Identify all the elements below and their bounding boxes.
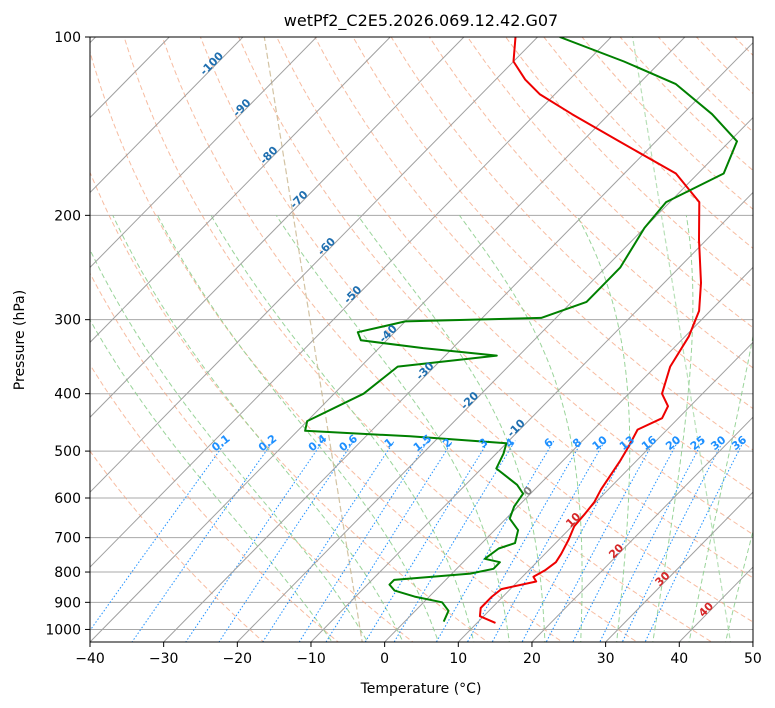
isotherm-line [236, 116, 753, 642]
dry-adiabat-line [467, 37, 753, 329]
mixing-ratio-line [491, 440, 606, 642]
x-tick-label: −10 [296, 651, 326, 667]
isotherm-line [310, 191, 753, 642]
auxiliary-curve-line [632, 37, 732, 642]
temperature-line [478, 37, 702, 624]
sounding-series [304, 37, 738, 624]
auxiliary-curve-line [263, 37, 363, 642]
chart-title: wetPf2_C2E5.2026.069.12.42.G07 [284, 11, 558, 31]
isotherm-line [90, 37, 318, 269]
isotherm-line [90, 37, 465, 418]
y-tick-label: 200 [54, 208, 81, 224]
x-tick-label: 0 [380, 651, 389, 667]
moist-adiabat-line [210, 215, 475, 642]
plot-frame [89, 36, 754, 643]
mixing-ratio-line [435, 440, 555, 642]
y-axis: 100 200 300 400 500 600 700 800 900 1000 [45, 30, 90, 638]
mixing-ratio-line [621, 440, 724, 642]
dewpoint-line [304, 37, 738, 623]
mixing-ratio-line [364, 440, 490, 642]
dry-adiabat-line [90, 363, 339, 642]
x-tick-label: 40 [670, 651, 688, 667]
mixing-ratio-line [644, 440, 745, 642]
isotherm-line [90, 37, 686, 642]
y-axis-title: Pressure (hPa) [12, 290, 28, 390]
dry-adiabat-line [123, 37, 638, 642]
mixing-ratio-line [545, 440, 655, 642]
mixing-ratio-line [218, 440, 355, 642]
y-tick-label: 300 [54, 313, 81, 329]
y-tick-label: 100 [54, 30, 81, 46]
x-axis-title: Temperature (°C) [360, 681, 482, 697]
x-tick-label: −40 [75, 651, 105, 667]
x-tick-label: 50 [744, 651, 762, 667]
plot-area [90, 37, 753, 642]
x-tick-label: 20 [523, 651, 541, 667]
x-tick-label: −20 [223, 651, 253, 667]
isotherm-line [162, 41, 753, 642]
dry-adiabat-line [276, 37, 753, 536]
isotherm-gridlines [90, 37, 753, 642]
mixing-ratio-line [572, 440, 679, 642]
isotherm-line [457, 341, 753, 642]
mixing-ratio-line [90, 440, 228, 632]
dry-adiabats [90, 37, 753, 642]
moist-adiabat-line [458, 215, 583, 642]
x-tick-label: −30 [149, 651, 179, 667]
dry-adiabat-line [90, 171, 489, 642]
y-tick-label: 800 [54, 565, 81, 581]
y-tick-label: 900 [54, 595, 81, 611]
dry-adiabat-line [238, 37, 753, 579]
dry-adiabat-line [90, 272, 414, 642]
dry-adiabat-line [390, 37, 753, 410]
isotherm-line [383, 266, 753, 642]
x-axis: −40 −30 −20 −10 0 10 20 30 40 50 [75, 642, 762, 667]
dry-adiabat-line [199, 37, 753, 623]
moist-adiabat-line [652, 215, 694, 642]
isotherm-line [531, 416, 753, 642]
isotherm-line [90, 37, 612, 568]
mixing-ratio-line [599, 440, 704, 642]
moist-adiabat-line [157, 215, 440, 642]
moist-adiabat-line [688, 333, 753, 642]
dry-adiabat-line [161, 37, 713, 642]
x-tick-label: 30 [597, 651, 615, 667]
x-tick-label: 10 [449, 651, 467, 667]
isotherm-line [604, 491, 753, 642]
y-tick-label: 400 [54, 387, 81, 403]
moist-adiabat-line [90, 319, 333, 642]
dry-adiabat-line [90, 450, 265, 642]
moist-adiabats [90, 215, 753, 642]
moist-adiabat-line [357, 215, 546, 642]
mixing-ratio-lines [90, 440, 745, 642]
moist-adiabat-line [576, 215, 631, 642]
isotherm-line [90, 37, 391, 344]
y-tick-label: 700 [54, 531, 81, 547]
isotherm-line [90, 37, 539, 493]
mixing-ratio-line [466, 440, 583, 642]
y-tick-label: 500 [54, 444, 81, 460]
dry-adiabat-line [90, 49, 564, 642]
y-tick-label: 1000 [45, 622, 81, 638]
dry-adiabat-line [352, 37, 753, 451]
moist-adiabat-line [112, 215, 404, 642]
y-tick-label: 600 [54, 491, 81, 507]
mixing-ratio-line [298, 440, 429, 642]
moist-adiabat-line [90, 248, 369, 642]
mixing-ratio-line [521, 440, 633, 642]
mixing-ratio-line [393, 440, 516, 642]
auxiliary-curves [263, 37, 732, 642]
isotherm-line [90, 37, 244, 194]
isobar-gridlines [90, 37, 753, 630]
moist-adiabat-line [275, 215, 510, 642]
